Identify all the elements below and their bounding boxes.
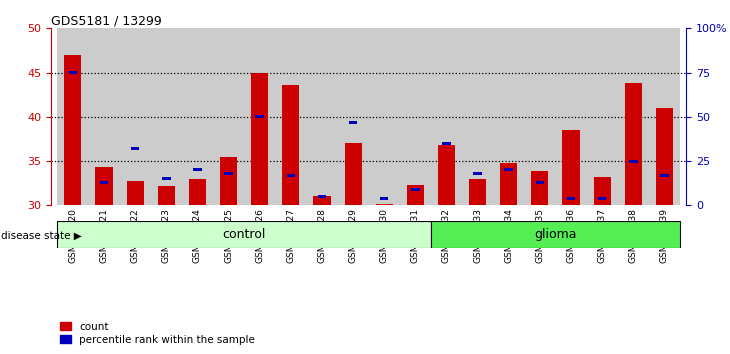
- Legend: count, percentile rank within the sample: count, percentile rank within the sample: [56, 317, 259, 349]
- Bar: [158, 186, 175, 205]
- Bar: [88, 28, 120, 205]
- Bar: [275, 28, 307, 205]
- Bar: [660, 174, 669, 177]
- Bar: [220, 156, 237, 205]
- Bar: [244, 28, 275, 205]
- Bar: [531, 171, 548, 205]
- Bar: [376, 204, 393, 205]
- Bar: [407, 185, 424, 205]
- Bar: [562, 130, 580, 205]
- Bar: [193, 169, 201, 171]
- Bar: [442, 142, 450, 145]
- Bar: [400, 28, 431, 205]
- Bar: [131, 147, 139, 150]
- Bar: [126, 181, 144, 205]
- Bar: [493, 28, 524, 205]
- Bar: [313, 195, 331, 205]
- Bar: [524, 28, 556, 205]
- Bar: [58, 28, 88, 205]
- Bar: [96, 167, 112, 205]
- Bar: [307, 28, 337, 205]
- Bar: [649, 28, 680, 205]
- Bar: [100, 181, 108, 184]
- Bar: [150, 28, 182, 205]
- Bar: [275, 28, 307, 205]
- Bar: [536, 181, 544, 184]
- Bar: [625, 83, 642, 205]
- Bar: [120, 28, 150, 205]
- Bar: [462, 28, 493, 205]
- Bar: [58, 221, 431, 248]
- Bar: [182, 28, 213, 205]
- Bar: [88, 28, 120, 205]
- Bar: [251, 73, 268, 205]
- Bar: [500, 163, 518, 205]
- Bar: [369, 28, 400, 205]
- Bar: [255, 115, 264, 118]
- Bar: [524, 28, 556, 205]
- Bar: [400, 28, 431, 205]
- Bar: [213, 28, 244, 205]
- Bar: [120, 28, 150, 205]
- Bar: [244, 28, 275, 205]
- Bar: [58, 28, 88, 205]
- Bar: [337, 28, 369, 205]
- Bar: [431, 28, 462, 205]
- Bar: [69, 71, 77, 74]
- Bar: [189, 179, 206, 205]
- Text: glioma: glioma: [534, 228, 577, 241]
- Bar: [438, 145, 455, 205]
- Bar: [431, 221, 680, 248]
- Bar: [462, 28, 493, 205]
- Bar: [649, 28, 680, 205]
- Bar: [618, 28, 649, 205]
- Bar: [349, 121, 358, 124]
- Bar: [556, 28, 587, 205]
- Bar: [380, 197, 388, 200]
- Bar: [150, 28, 182, 205]
- Bar: [656, 108, 673, 205]
- Bar: [64, 55, 82, 205]
- Text: control: control: [223, 228, 266, 241]
- Bar: [307, 28, 337, 205]
- Bar: [162, 177, 171, 180]
- Bar: [493, 28, 524, 205]
- Bar: [587, 28, 618, 205]
- Bar: [504, 169, 513, 171]
- Bar: [469, 179, 486, 205]
- Bar: [566, 197, 575, 200]
- Bar: [182, 28, 213, 205]
- Text: disease state ▶: disease state ▶: [1, 230, 82, 240]
- Bar: [345, 143, 361, 205]
- Bar: [431, 28, 462, 205]
- Bar: [337, 28, 369, 205]
- Bar: [411, 188, 420, 191]
- Bar: [587, 28, 618, 205]
- Bar: [593, 177, 611, 205]
- Bar: [598, 197, 607, 200]
- Bar: [629, 160, 637, 162]
- Bar: [473, 172, 482, 175]
- Bar: [224, 172, 233, 175]
- Bar: [283, 85, 299, 205]
- Bar: [618, 28, 649, 205]
- Text: GDS5181 / 13299: GDS5181 / 13299: [51, 14, 162, 27]
- Bar: [318, 195, 326, 198]
- Bar: [369, 28, 400, 205]
- Bar: [213, 28, 244, 205]
- Bar: [556, 28, 587, 205]
- Bar: [287, 174, 295, 177]
